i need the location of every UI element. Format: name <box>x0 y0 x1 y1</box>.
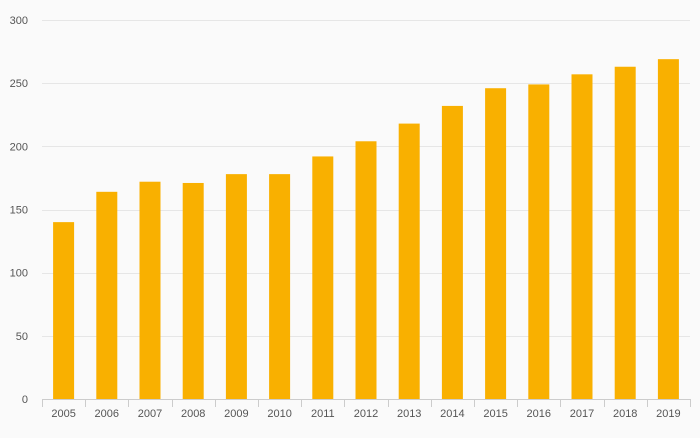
bar-2009 <box>225 174 247 399</box>
y-tick-label: 200 <box>10 141 28 153</box>
bar-2005 <box>53 222 75 399</box>
x-tick-label: 2013 <box>397 408 421 420</box>
x-tick-label: 2019 <box>656 408 680 420</box>
x-tick-label: 2009 <box>224 408 248 420</box>
x-tick-label: 2007 <box>138 408 162 420</box>
bar-2013 <box>398 123 420 399</box>
x-tick-label: 2012 <box>354 408 378 420</box>
x-tick-label: 2015 <box>483 408 507 420</box>
y-tick-label: 150 <box>10 205 28 217</box>
x-tick-label: 2018 <box>613 408 637 420</box>
y-tick-label: 50 <box>16 331 28 343</box>
x-tick-label: 2016 <box>527 408 551 420</box>
axis-layer <box>42 399 691 407</box>
y-tick-label: 250 <box>10 78 28 90</box>
bar-2018 <box>614 66 636 400</box>
bar-layer <box>53 59 679 400</box>
bar-2012 <box>355 141 377 399</box>
y-tick-label: 300 <box>10 15 28 27</box>
bar-2019 <box>657 59 679 399</box>
label-layer: 0 50 100 150 200 250 300 2005 2006 2007 2008 2009 20… <box>10 15 681 420</box>
bar-2010 <box>269 174 291 399</box>
x-tick-label: 2005 <box>51 408 75 420</box>
bar-2006 <box>96 191 118 399</box>
x-tick-label: 2008 <box>181 408 205 420</box>
x-tick-label: 2017 <box>570 408 594 420</box>
bar-2011 <box>312 156 334 399</box>
bar-2015 <box>485 88 507 399</box>
y-tick-label: 100 <box>10 268 28 280</box>
x-tick-label: 2006 <box>95 408 119 420</box>
bar-2016 <box>528 84 550 400</box>
x-tick-label: 2011 <box>311 408 335 420</box>
x-tick-label: 2014 <box>440 408 464 420</box>
bar-2014 <box>441 105 463 399</box>
bar-2017 <box>571 74 593 399</box>
bar-2008 <box>182 182 204 399</box>
y-tick-label: 0 <box>22 394 28 406</box>
bar-2007 <box>139 181 161 399</box>
x-tick-label: 2010 <box>267 408 291 420</box>
